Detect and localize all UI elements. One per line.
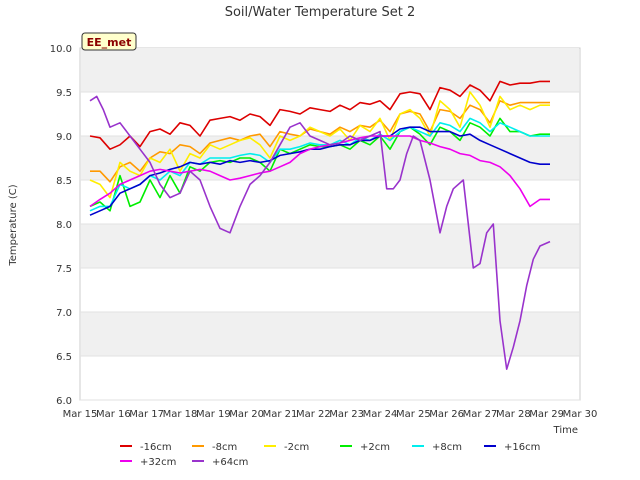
legend-label: +8cm bbox=[432, 442, 462, 453]
x-tick-label: Mar 27 bbox=[463, 409, 498, 420]
y-tick-label: 8.0 bbox=[56, 220, 72, 231]
y-tick-label: 9.0 bbox=[56, 132, 72, 143]
legend-label: -8cm bbox=[212, 442, 237, 453]
x-tick-label: Mar 30 bbox=[563, 409, 598, 420]
legend-label: +32cm bbox=[140, 457, 176, 468]
y-axis-ticks: 6.0 6.5 7.0 7.5 8.0 8.5 9.0 9.5 10.0 bbox=[50, 44, 72, 407]
x-tick-label: Mar 29 bbox=[529, 409, 564, 420]
x-tick-label: Mar 22 bbox=[296, 409, 331, 420]
series-lines bbox=[89, 80, 551, 371]
y-tick-label: 9.5 bbox=[56, 88, 72, 99]
y-tick-label: 6.5 bbox=[56, 352, 72, 363]
y-tick-label: 6.0 bbox=[56, 396, 72, 407]
x-tick-label: Mar 21 bbox=[263, 409, 298, 420]
legend-label: +2cm bbox=[360, 442, 390, 453]
ee-met-badge-text: EE_met bbox=[87, 36, 132, 49]
legend-label: -16cm bbox=[140, 442, 172, 453]
y-axis-label: Temperature (C) bbox=[8, 184, 19, 266]
x-tick-label: Mar 18 bbox=[163, 409, 198, 420]
legend-label: -2cm bbox=[284, 442, 309, 453]
legend-label: +64cm bbox=[212, 457, 248, 468]
legend: -16cm -8cm -2cm +2cm +8cm +16cm +32cm +64cm bbox=[120, 442, 540, 468]
series-line--2cm bbox=[89, 91, 550, 199]
y-tick-label: 7.5 bbox=[56, 264, 72, 275]
y-tick-label: 7.0 bbox=[56, 308, 72, 319]
x-tick-label: Mar 26 bbox=[429, 409, 464, 420]
series-line-+32cm bbox=[89, 135, 550, 208]
x-tick-label: Mar 20 bbox=[229, 409, 264, 420]
grid-band bbox=[81, 224, 579, 268]
series-line-+8cm bbox=[89, 117, 550, 212]
x-tick-label: Mar 16 bbox=[96, 409, 131, 420]
grid-bands bbox=[80, 48, 580, 401]
x-tick-label: Mar 25 bbox=[396, 409, 431, 420]
series-line--16cm bbox=[89, 80, 550, 150]
x-tick-label: Mar 23 bbox=[329, 409, 364, 420]
chart-title: Soil/Water Temperature Set 2 bbox=[225, 5, 416, 20]
x-axis-label: Time bbox=[553, 425, 578, 436]
legend-label: +16cm bbox=[504, 442, 540, 453]
x-tick-label: Mar 15 bbox=[63, 409, 98, 420]
series-line-+64cm bbox=[89, 95, 551, 371]
x-tick-label: Mar 24 bbox=[363, 409, 398, 420]
x-tick-label: Mar 19 bbox=[196, 409, 231, 420]
y-tick-label: 8.5 bbox=[56, 176, 72, 187]
grid-band bbox=[81, 48, 579, 92]
x-tick-label: Mar 17 bbox=[129, 409, 164, 420]
y-tick-label: 10.0 bbox=[50, 44, 72, 55]
ee-met-badge: EE_met bbox=[81, 32, 137, 51]
grid-band bbox=[81, 312, 579, 356]
x-tick-label: Mar 28 bbox=[496, 409, 531, 420]
